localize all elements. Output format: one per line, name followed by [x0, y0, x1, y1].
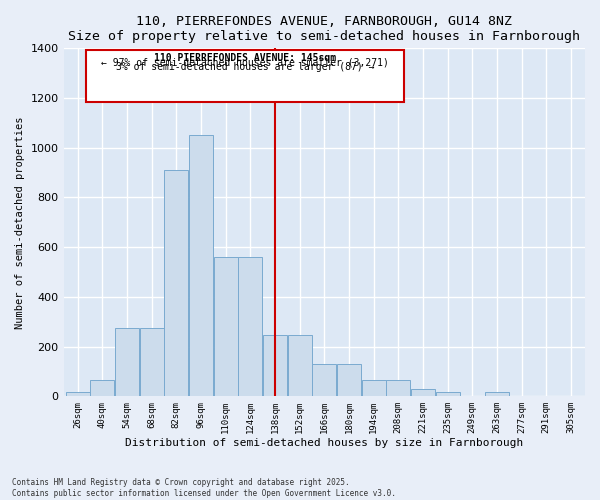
Bar	[140, 328, 164, 396]
Bar	[65, 392, 90, 396]
Bar	[337, 364, 361, 396]
Text: 110 PIERREFONDES AVENUE: 145sqm: 110 PIERREFONDES AVENUE: 145sqm	[154, 52, 336, 62]
Bar	[287, 336, 311, 396]
Title: 110, PIERREFONDES AVENUE, FARNBOROUGH, GU14 8NZ
Size of property relative to sem: 110, PIERREFONDES AVENUE, FARNBOROUGH, G…	[68, 15, 580, 43]
Bar	[436, 392, 460, 396]
Bar	[238, 257, 262, 396]
Text: 3% of semi-detached houses are larger (87) →: 3% of semi-detached houses are larger (8…	[116, 62, 374, 72]
Bar	[164, 170, 188, 396]
Bar	[90, 380, 115, 396]
Text: ← 97% of semi-detached houses are smaller (3,271): ← 97% of semi-detached houses are smalle…	[101, 57, 389, 67]
Bar	[411, 389, 435, 396]
Bar	[263, 336, 287, 396]
Bar	[189, 136, 213, 396]
Text: Contains HM Land Registry data © Crown copyright and database right 2025.
Contai: Contains HM Land Registry data © Crown c…	[12, 478, 396, 498]
Bar	[485, 392, 509, 396]
Bar	[312, 364, 337, 396]
Bar	[386, 380, 410, 396]
Y-axis label: Number of semi-detached properties: Number of semi-detached properties	[15, 116, 25, 328]
Bar	[115, 328, 139, 396]
X-axis label: Distribution of semi-detached houses by size in Farnborough: Distribution of semi-detached houses by …	[125, 438, 523, 448]
Bar	[362, 380, 386, 396]
Bar	[214, 257, 238, 396]
Bar	[86, 50, 404, 102]
